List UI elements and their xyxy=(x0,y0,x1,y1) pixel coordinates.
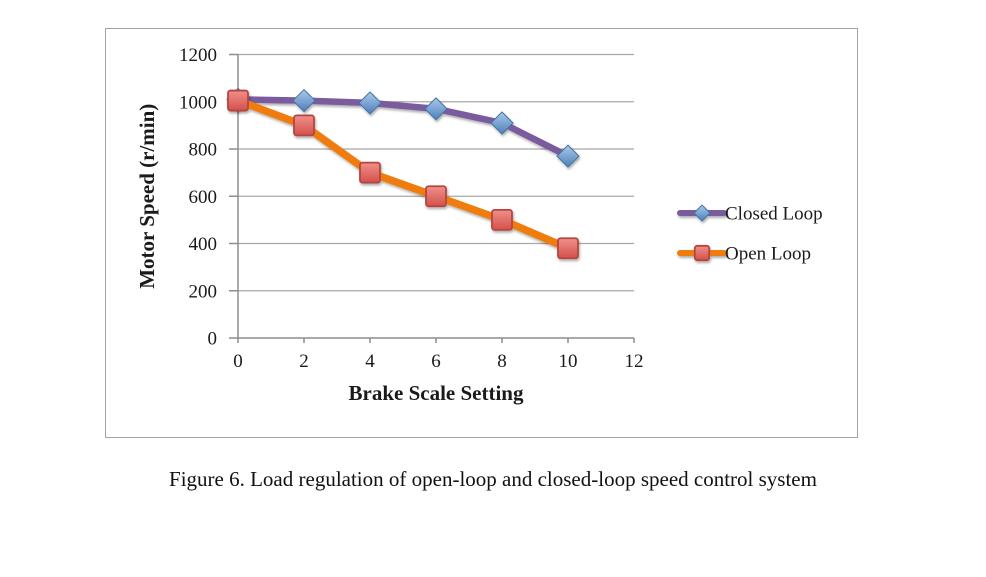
x-tick-label: 6 xyxy=(431,351,441,372)
legend-label-open-loop: Open Loop xyxy=(725,244,811,265)
open-loop-marker xyxy=(557,237,579,260)
y-tick-label: 1200 xyxy=(179,45,217,66)
legend-label-closed-loop: Closed Loop xyxy=(725,204,823,225)
x-tick-label: 8 xyxy=(497,351,507,372)
open-loop-marker xyxy=(227,89,249,112)
series-open-loop xyxy=(227,89,579,260)
open-loop-marker xyxy=(491,208,513,231)
open-loop-marker xyxy=(293,114,315,137)
y-tick-label: 600 xyxy=(189,187,218,208)
legend: Closed Loop Open Loop xyxy=(677,204,823,265)
y-tick-label: 400 xyxy=(189,234,218,255)
figure-caption: Figure 6. Load regulation of open-loop a… xyxy=(169,467,817,491)
x-tick-label: 12 xyxy=(625,351,644,372)
closed-loop-marker xyxy=(424,97,448,121)
x-tick-label: 10 xyxy=(559,351,578,372)
closed-loop-marker xyxy=(490,111,514,135)
y-tick-label: 800 xyxy=(189,140,218,161)
y-axis-title: Motor Speed (r/min) xyxy=(135,104,159,289)
y-tick-label: 200 xyxy=(189,281,218,302)
y-axis: 0 200 400 600 800 1000 1200 xyxy=(179,45,239,350)
legend-item-open-loop xyxy=(677,244,727,262)
x-tick-label: 0 xyxy=(233,351,243,372)
closed-loop-marker xyxy=(358,91,382,115)
closed-loop-line xyxy=(234,96,572,160)
legend-item-closed-loop xyxy=(677,204,727,222)
open-loop-marker xyxy=(693,244,711,262)
x-tick-label: 4 xyxy=(365,351,375,372)
closed-loop-marker xyxy=(556,144,580,168)
open-loop-line xyxy=(234,96,572,252)
chart-svg: 0 2 4 6 8 10 12 0 200 400 600 800 1000 1200 Brake Scal… xyxy=(135,45,823,405)
closed-loop-marker xyxy=(292,88,316,113)
series-closed-loop xyxy=(226,87,580,168)
x-axis: 0 2 4 6 8 10 12 xyxy=(233,337,644,372)
open-loop-marker xyxy=(425,185,447,208)
x-axis-title: Brake Scale Setting xyxy=(349,381,524,405)
y-tick-label: 0 xyxy=(208,329,218,350)
chart-area: 0 2 4 6 8 10 12 0 200 400 600 800 1000 1200 Brake Scal… xyxy=(105,28,858,438)
x-tick-label: 2 xyxy=(299,351,309,372)
y-tick-label: 1000 xyxy=(179,92,217,113)
closed-loop-marker xyxy=(693,204,711,222)
open-loop-marker xyxy=(359,161,381,184)
